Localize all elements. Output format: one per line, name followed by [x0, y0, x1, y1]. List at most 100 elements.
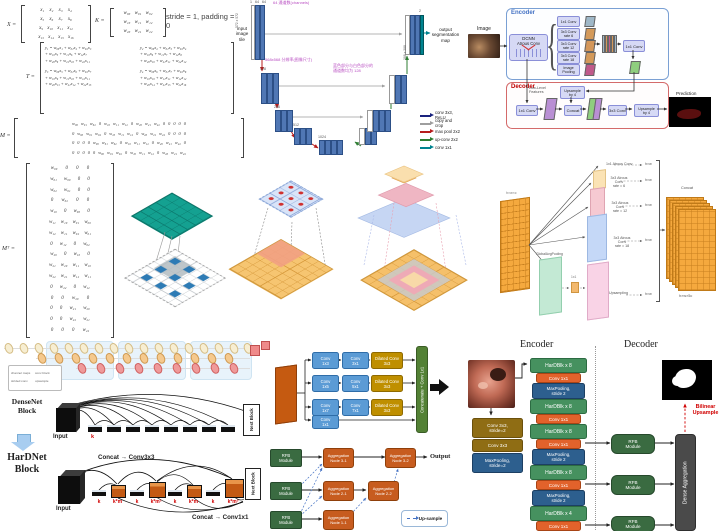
strip-legend-item: channel maps: [11, 370, 31, 375]
dilated-cell: [168, 290, 182, 298]
polyp-shine: [478, 382, 488, 389]
pyramid-connectors: [363, 202, 467, 272]
hardnet-input-cube-side: [80, 470, 85, 504]
aspp-mid-cube: [571, 282, 579, 293]
mseg-figure: Encoder Decoder Conv 3x3, stride=2 Conv …: [458, 338, 720, 531]
matrix-row: 0 0 0 w₂₂: [50, 327, 90, 333]
dilated-cell: [140, 273, 154, 282]
pyramid-plane-peach: [384, 165, 424, 183]
legend-label: max pool 2x2: [435, 128, 460, 134]
rfb-minicube: [261, 341, 270, 350]
hardnet-input-label: Input: [56, 506, 71, 512]
unet-dim-output: 388 x 388: [403, 45, 407, 60]
unet-bar: [420, 15, 424, 55]
strip-legend-item: conv block: [35, 370, 50, 375]
aspp-plane-pink2: [587, 261, 609, 321]
transposed-matrix-panel: Mᵀ = w₀₀ 0 0 0 w₀₁ w₀₀ 0 0 w₀₂ w₀₁ 0 0 0…: [0, 160, 120, 345]
unet-bar: [325, 140, 331, 155]
mseg-conv1x1: Conv 1x1: [536, 521, 581, 531]
rfb-concat-bar: Concatenate + Conv 1x1: [416, 346, 428, 433]
deeplab-brace: {: [546, 14, 559, 76]
matrix-row: x₁₃ x₁₄ x₁₅ x₁₆: [38, 35, 74, 40]
t-cell: y₃ = w₀₀x₅ + w₀₁x₆ + w₀₂x₇ + w₁₀x₉ + w₁₁…: [45, 68, 92, 87]
mseg-hardblk: HarDBlk x 8: [530, 399, 587, 414]
matrix-row: x₅ x₆ x₇ x₈: [40, 17, 72, 22]
unet-bar: [287, 110, 293, 132]
rfb-conv-1x3: Conv 1x3: [312, 352, 339, 369]
dilated-cell: [154, 282, 168, 290]
mseg-dense-aggregation: Dense Aggregation: [675, 434, 696, 531]
prediction-blob: [677, 109, 701, 119]
matrix-row: x₁ x₂ x₃ x₄: [40, 8, 72, 13]
densenet-input-cube: [56, 408, 76, 432]
rfb-figure: Conv 1x3 Conv 3x1 Dilated Conv 3x3 Conv …: [252, 336, 465, 444]
unet-bar: [319, 140, 325, 155]
hard-conv-cube: [225, 479, 244, 498]
deeplab-concat-box: Concat: [564, 105, 582, 116]
deeplab-1x1conv-enc: 1x1 Conv: [623, 40, 645, 52]
deeplab-upsample1: Upsample by 4: [560, 86, 585, 99]
strip-end-cube: [250, 345, 260, 356]
aspp-figure: h×w×c 1x1 Atrous Conv 3x3 Atrous Conv ra…: [498, 155, 720, 340]
rfb-connectors: [297, 358, 416, 422]
hard-layer-box: [168, 490, 182, 496]
aspp-pool-label: GlobalAvgPooling: [536, 252, 563, 256]
matrix-row: w₀₀ 0 0 0: [50, 166, 90, 171]
mseg-conv1x1: Conv 1x1: [536, 480, 581, 490]
hard-width-label: k: [211, 499, 215, 505]
hard-conv-cube: [149, 482, 166, 498]
unet-ch3: 256: [274, 104, 280, 109]
mt-matrix-label: Mᵀ =: [2, 246, 15, 252]
concat-conv1x1-label: Concat → Conv1x1: [192, 514, 249, 521]
deeplab-branch-rate12: 3x3 Conv rate 12: [557, 40, 580, 52]
dense-layer-box: [202, 425, 216, 432]
dense-layer-box: [164, 425, 178, 432]
concat-feature-stack: [602, 35, 617, 53]
dilated-cell: [182, 282, 196, 290]
unet-output-label: output segmentation map: [431, 27, 460, 43]
unet-bar: [410, 15, 415, 55]
t-matrix-label: T =: [26, 74, 35, 80]
matrix-row: x₉ x₁₀ x₁₁ x₁₂: [39, 26, 73, 31]
unet-bar: [255, 5, 260, 60]
mseg-divider: [595, 346, 596, 530]
matrix-row: 0 0 w₂₁ w₂₀: [50, 306, 90, 312]
agg-arrows: [299, 455, 428, 521]
hard-layer-box: [92, 490, 106, 496]
unet-ch2: 128: [260, 67, 266, 71]
matrix-row: w₀₁ w₀₀ 0 0: [50, 176, 90, 182]
mseg-hardblk: HarDBlk x 8: [530, 424, 587, 439]
agg-node-2-2: Aggregation Node 2-2: [368, 481, 399, 501]
dense-layer-box: [183, 425, 197, 432]
deeplab-prediction-label: Prediction: [676, 91, 697, 96]
hard-width-label: k*m: [188, 499, 199, 505]
mseg-hardblk: HarDBlk x 4: [530, 506, 587, 521]
unet-bar: [267, 73, 273, 104]
atrous-fan-icon: [516, 49, 541, 57]
stack-stripe: [611, 35, 614, 53]
matrix-row: w₁₀ 0 w₀₀ 0: [50, 209, 90, 215]
aspp-branch4-label: 3x3 Atrous Conv rate = 18: [613, 236, 631, 249]
unet-bar: [260, 5, 265, 60]
unet-annotation-mid: 蓝色部分与白色部分的 通道数均为 128: [333, 63, 373, 73]
rfb-conv-1x5: Conv 1x5: [312, 375, 339, 392]
mseg-input-image: [468, 360, 515, 408]
aspp-bracket: [656, 160, 660, 302]
legend-label: up-conv 2x2: [435, 136, 458, 142]
unet-bar: [367, 110, 373, 132]
unet-bar: [373, 110, 379, 132]
unet-bar: [275, 110, 281, 132]
x-matrix: x₁ x₂ x₃ x₄ x₅ x₆ x₇ x₈ x₉ x₁₀ x₁₁ x₁₂ x…: [21, 5, 91, 43]
unet-bar: [389, 75, 395, 104]
conv3x3-arrow-icon: [420, 112, 434, 118]
agg-rfb-module: RFB Module: [270, 482, 302, 500]
unet-bar: [337, 140, 343, 155]
hard-width-label: k*m²: [150, 499, 162, 505]
mseg-prediction-mask: [662, 360, 712, 400]
channel-map: [3, 341, 15, 356]
aspp-branch2-label: 3x3 Atrous Conv rate = 6: [610, 176, 628, 189]
densenet-input-cube-side: [76, 403, 80, 432]
matrix-row: w₀₀ w₀₁ w₀₂ 0 w₁₀ w₁₁ w₁₂ 0 w₂₀ w₂₁ w₂₂ …: [72, 121, 186, 126]
matrix-row: 0 w₀₂ 0 0: [50, 198, 90, 204]
matrix-row: w₂₁ w₂₀ w₁₁ w₁₀: [49, 263, 91, 269]
